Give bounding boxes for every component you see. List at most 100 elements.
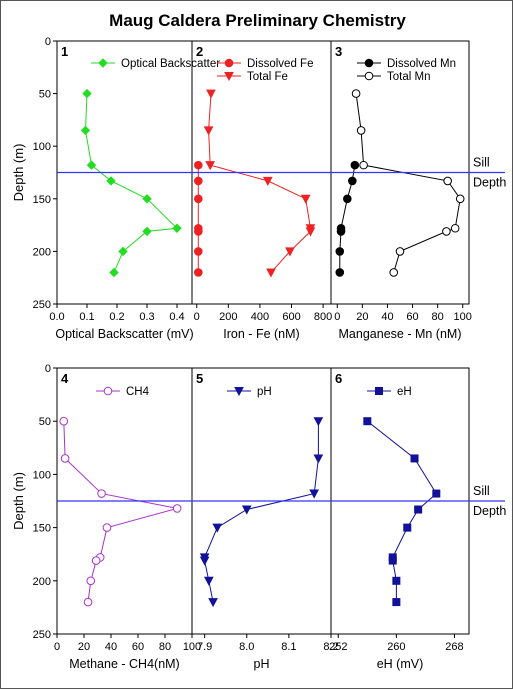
y-tick-label: 250 [33, 629, 51, 641]
y-tick-label: 50 [39, 89, 51, 101]
data-point [118, 246, 128, 257]
legend-label: Dissolved Fe [247, 58, 313, 70]
x-tick-label: 0.3 [139, 311, 154, 323]
x-tick-label: 60 [132, 641, 144, 653]
x-tick-label: 0.0 [49, 311, 64, 323]
data-point [194, 160, 203, 170]
x-tick-label: 0.1 [79, 311, 94, 323]
chart-title: Maug Caldera Preliminary Chemistry [109, 11, 406, 30]
panel-number: 2 [196, 44, 203, 59]
y-tick-label: 150 [33, 194, 51, 206]
sill-label-line1: Sill [473, 156, 490, 170]
data-point [356, 126, 366, 135]
data-point [305, 227, 316, 237]
x-tick-label: 8.0 [239, 641, 254, 653]
data-point [392, 576, 401, 585]
legend-marker [103, 386, 113, 396]
series-line [204, 421, 319, 603]
data-point [313, 454, 324, 464]
x-tick-label: 20 [78, 641, 90, 653]
x-tick-label: 40 [381, 311, 393, 323]
y-tick-label: 0 [45, 36, 51, 48]
data-point [443, 176, 452, 186]
legend-label: Dissolved Mn [387, 58, 456, 70]
legend-label: CH4 [126, 386, 150, 398]
x-tick-label: 400 [251, 311, 269, 323]
sill-label-line1: Sill [473, 484, 490, 498]
data-point [91, 556, 101, 565]
y-axis-label: Depth (m) [11, 472, 26, 530]
data-point [442, 227, 451, 236]
y-tick-label: 100 [33, 469, 51, 481]
data-point [86, 576, 96, 586]
data-point [194, 268, 203, 277]
series-line [63, 421, 178, 603]
data-point [194, 227, 203, 236]
data-point [80, 125, 91, 136]
legend-label: Total Mn [387, 71, 430, 83]
x-tick-label: 200 [219, 311, 237, 323]
legend-label: eH [397, 386, 412, 398]
y-tick-label: 200 [33, 246, 51, 258]
x-axis-label: Methane - CH4(nM) [69, 657, 179, 671]
data-point [285, 247, 295, 257]
data-point [395, 247, 405, 256]
x-tick-label: 8.1 [281, 641, 296, 653]
x-axis-label: Optical Backscatter (mV) [55, 327, 193, 341]
data-point [203, 126, 214, 136]
x-axis-label: eH (mV) [377, 657, 424, 671]
x-tick-label: 100 [183, 641, 201, 653]
panel-number: 3 [335, 44, 342, 59]
data-point [205, 161, 215, 171]
data-point [363, 417, 372, 426]
legend-marker [364, 58, 374, 68]
sill-label-line2: Depth [473, 176, 506, 190]
y-tick-label: 0 [45, 363, 51, 375]
x-axis-label: Manganese - Mn (nM) [339, 327, 462, 341]
data-point [392, 598, 401, 607]
data-point [348, 176, 357, 186]
data-point [414, 505, 423, 514]
data-point [266, 268, 276, 278]
series-line [208, 93, 311, 273]
data-point [199, 556, 210, 566]
y-tick-label: 200 [33, 576, 51, 588]
data-point [208, 598, 218, 608]
data-point [82, 88, 92, 99]
legend-marker [98, 58, 108, 68]
panel-number: 6 [335, 371, 342, 386]
data-point [83, 597, 93, 607]
data-point [59, 416, 69, 426]
legend-marker [364, 71, 374, 81]
legend-marker [224, 72, 234, 82]
x-axis-label: pH [254, 657, 270, 671]
x-tick-label: 260 [387, 641, 405, 653]
x-tick-label: 800 [314, 311, 332, 323]
data-point [300, 194, 311, 204]
data-point [194, 194, 203, 204]
y-tick-label: 150 [33, 523, 51, 535]
data-point [194, 247, 203, 256]
legend-label: Optical Backscatter [121, 58, 220, 70]
data-point [262, 176, 273, 186]
data-point [86, 160, 97, 170]
data-point [109, 267, 119, 278]
x-tick-label: 0 [334, 311, 340, 323]
data-point [455, 194, 465, 204]
x-tick-label: 80 [432, 311, 444, 323]
x-tick-label: 0.4 [169, 311, 184, 323]
data-point [359, 160, 368, 170]
sill-label-line2: Depth [473, 504, 506, 518]
data-point [450, 223, 460, 233]
data-point [241, 505, 252, 515]
data-point [313, 417, 324, 427]
data-point [142, 194, 152, 204]
data-point [194, 176, 203, 186]
data-point [309, 489, 319, 499]
y-tick-label: 250 [33, 299, 51, 311]
data-point [172, 223, 182, 233]
data-point [403, 523, 412, 532]
x-tick-label: 40 [105, 641, 117, 653]
